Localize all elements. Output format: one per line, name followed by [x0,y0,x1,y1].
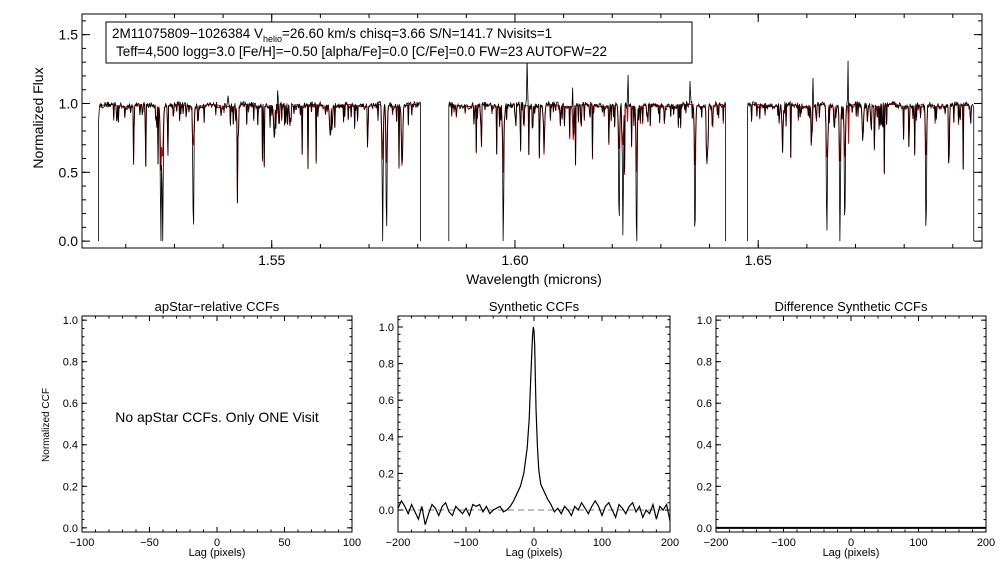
spectrum-ytick-label: 1.5 [59,27,79,43]
spectrum-ticks: 1.55 1.60 1.65 0.0 0.5 1.0 1.5 [59,14,982,268]
synthetic-ccf-ytick-label: 0.0 [379,505,394,517]
model-spectrum-chip-2 [450,103,725,175]
apstar-ccf-xtick-label: 50 [278,537,290,549]
spectrum-xtick-label: 1.55 [258,252,285,268]
spectrum-ytick-label: 0.5 [59,164,79,180]
apstar-ccf-annotation: No apStar CCFs. Only ONE Visit [115,409,319,425]
synthetic-ccf-xtick-label: −100 [454,537,479,549]
difference-ccf-ytick-label: 0.2 [697,481,712,493]
spectrum-xlabel: Wavelength (microns) [466,271,602,287]
synthetic-ccf-ticks: −200 −100 0 100 200 0.0 0.2 0.4 0.6 0.8 1.0 [379,316,679,549]
apstar-ccf-ticks: −100 −50 0 50 100 0.0 0.2 0.4 0.6 0.8 1.0 [63,315,361,549]
model-spectrum-chip-1 [100,103,419,204]
apstar-ccf-xlabel: Lag (pixels) [189,547,246,559]
difference-ccf-panel: −200 −100 0 100 200 0.0 0.2 0.4 0.6 0.8 1.0 Differ… [697,299,995,559]
observed-spectrum-chip-2 [448,57,727,242]
apstar-ccf-ytick-label: 0.6 [63,398,78,410]
apstar-ccf-title: apStar−relative CCFs [155,299,280,314]
synthetic-ccf-xlabel: Lag (pixels) [506,547,563,559]
difference-ccf-ytick-label: 0.0 [697,523,712,535]
observed-spectrum-chip-3 [747,60,975,242]
difference-ccf-ytick-label: 0.4 [697,440,712,452]
spectrum-ylabel: Normalized Flux [30,67,46,168]
info-line-1: 2M11075809−1026384 Vhelio=26.60 km/s chi… [112,26,552,44]
difference-ccf-title: Difference Synthetic CCFs [775,299,928,314]
apstar-ccf-xtick-label: 100 [343,537,361,549]
difference-ccf-xtick-label: 0 [848,537,854,549]
synthetic-ccf-ytick-label: 0.2 [379,468,394,480]
apstar-ccf-xtick-label: 0 [214,537,220,549]
apstar-ccf-ytick-label: 0.4 [63,440,78,452]
difference-ccf-ytick-label: 0.6 [697,398,712,410]
synthetic-ccf-ytick-label: 0.6 [379,395,394,407]
synthetic-ccf-ytick-label: 1.0 [379,322,394,334]
apstar-ccf-panel: −100 −50 0 50 100 0.0 0.2 0.4 0.6 0.8 1.0 apStar−r… [41,299,361,559]
apstar-ccf-ylabel: Normalized CCF [41,388,52,462]
synthetic-ccf-axes-frame [397,315,671,533]
synthetic-ccf-xtick-label: −200 [386,537,411,549]
synthetic-ccf-panel: −200 −100 0 100 200 0.0 0.2 0.4 0.6 0.8 1.0 Synthe… [379,299,679,559]
spectrum-xtick-label: 1.60 [501,252,528,268]
observed-spectrum-chip-1 [98,90,421,242]
synthetic-ccf-title: Synthetic CCFs [489,299,580,314]
apstar-ccf-ytick-label: 0.2 [63,481,78,493]
apstar-ccf-ytick-label: 0.0 [63,523,78,535]
synthetic-ccf-xtick-label: 100 [593,537,611,549]
difference-ccf-ytick-label: 0.8 [697,357,712,369]
spectrum-panel: 1.55 1.60 1.65 0.0 0.5 1.0 1.5 2M11075809−1026… [30,13,983,287]
info-star-velocity: 2M11075809−1026384 V [112,26,263,41]
apstar-ccf-xtick-label: −50 [140,537,159,549]
difference-ccf-xtick-label: 100 [909,537,927,549]
difference-ccf-ytick-label: 1.0 [697,315,712,327]
apstar-ccf-ytick-label: 0.8 [63,357,78,369]
difference-ccf-xtick-label: −100 [771,537,796,549]
apstar-ccf-ytick-label: 1.0 [63,315,78,327]
spectrum-ytick-label: 1.0 [59,96,79,112]
difference-ccf-xtick-label: −200 [704,537,729,549]
difference-ccf-ticks: −200 −100 0 100 200 0.0 0.2 0.4 0.6 0.8 1.0 [697,315,995,549]
synthetic-ccf-line [397,326,671,525]
apstar-ccf-xtick-label: −100 [70,537,95,549]
difference-ccf-xlabel: Lag (pixels) [823,547,880,559]
observed-spectrum-series [98,57,975,242]
difference-ccf-xtick-label: 200 [977,537,995,549]
spectrum-info-box: 2M11075809−1026384 Vhelio=26.60 km/s chi… [105,21,693,64]
synthetic-ccf-series [397,326,671,525]
difference-ccf-axes-frame [715,315,987,533]
synthetic-ccf-xtick-label: 200 [661,537,679,549]
synthetic-ccf-xtick-label: 0 [531,537,537,549]
info-line-2: Teff=4,500 logg=3.0 [Fe/H]=−0.50 [alpha/… [116,44,607,59]
info-box-frame [105,21,693,64]
info-helio-subscript: helio [263,34,282,44]
synthetic-ccf-ytick-label: 0.8 [379,359,394,371]
synthetic-ccf-ytick-label: 0.4 [379,432,394,444]
spectrum-ytick-label: 0.0 [59,233,79,249]
spectrum-xtick-label: 1.65 [745,252,772,268]
info-fit-stats: =26.60 km/s chisq=3.66 S/N=141.7 Nvisits… [282,26,552,41]
